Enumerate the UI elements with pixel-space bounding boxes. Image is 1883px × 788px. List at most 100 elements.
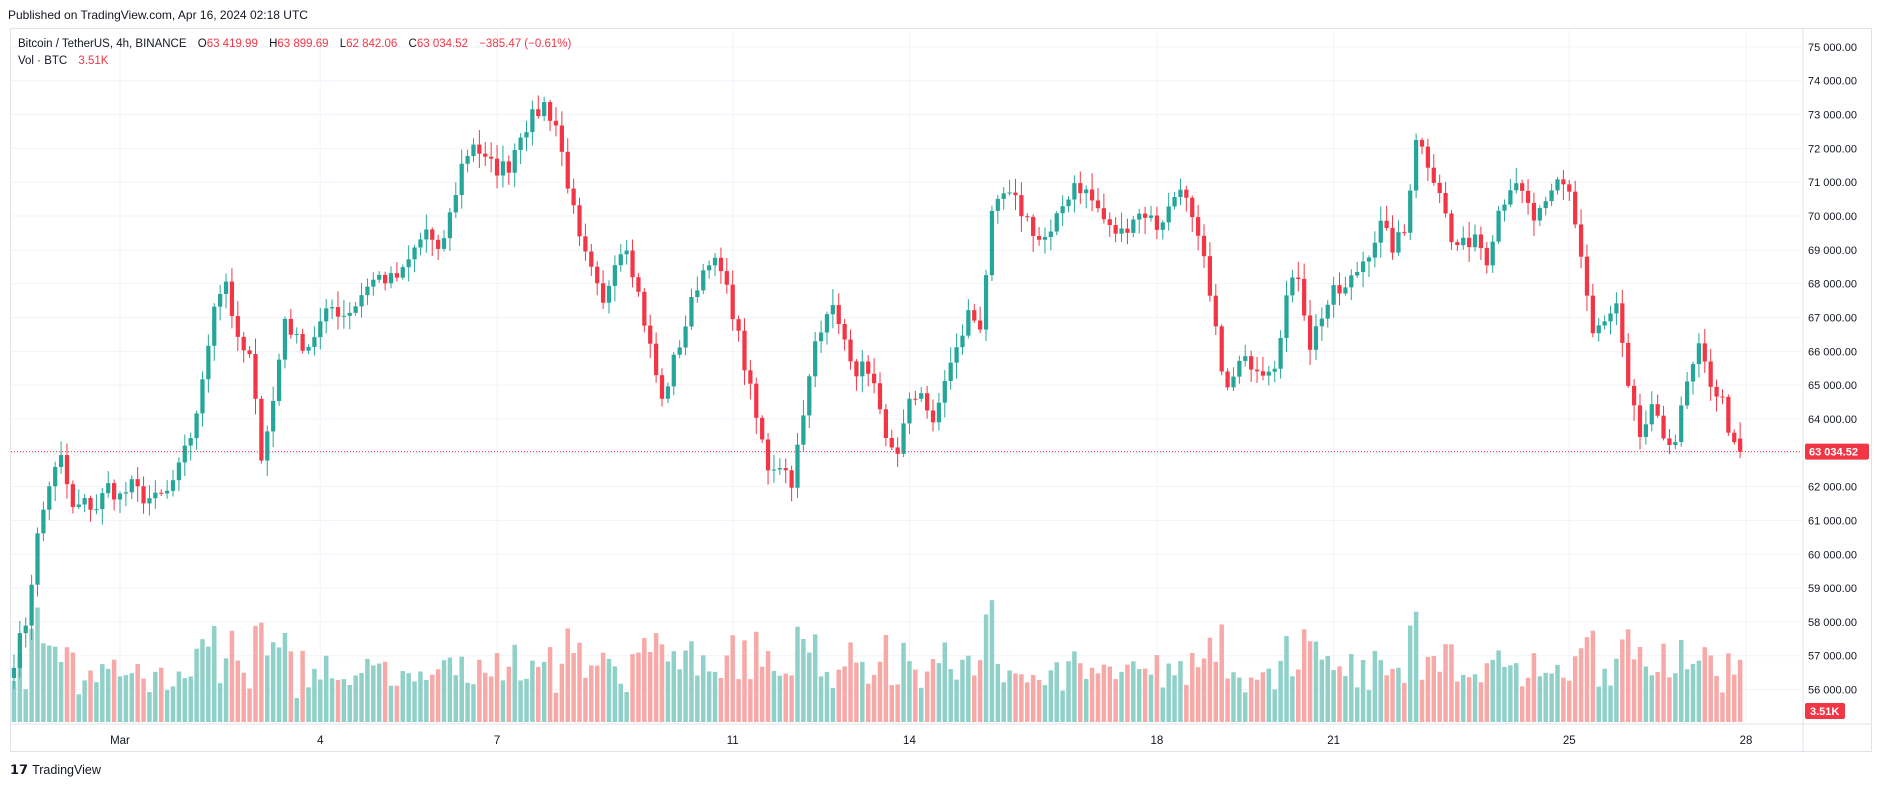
candle-body [966, 310, 971, 336]
volume-bar [1019, 674, 1024, 722]
candle-body [494, 158, 500, 176]
y-tick-label: 75 000.00 [1808, 42, 1857, 54]
candle-body [1036, 235, 1042, 240]
volume-bar [1301, 629, 1307, 722]
candle-body [783, 468, 788, 471]
candle-body [571, 188, 576, 206]
candle-body [436, 239, 441, 249]
candle-body [1408, 190, 1413, 233]
volume-bar [848, 642, 853, 722]
candle-body [1396, 232, 1401, 253]
candle-body [1684, 381, 1690, 406]
candle-body [777, 468, 782, 470]
volume-bar [76, 694, 81, 722]
volume-bar [100, 664, 105, 722]
volume-bar [253, 625, 258, 722]
volume-bar [1737, 659, 1743, 722]
volume-bar [1708, 655, 1713, 722]
candle-body [1484, 248, 1489, 266]
candle-body [1461, 237, 1466, 246]
volume-label[interactable]: Vol · BTC [18, 55, 68, 67]
x-tick-label: 11 [727, 735, 739, 747]
candle-body [1137, 213, 1142, 220]
candle-body [106, 483, 111, 494]
volume-bar [1514, 663, 1519, 722]
volume-bar [1060, 690, 1065, 722]
volume-bar [318, 679, 323, 722]
candle-body [82, 497, 87, 505]
candle-body [11, 667, 17, 679]
candle-body [212, 306, 217, 346]
volume-bar [229, 630, 235, 722]
volume-bar [530, 660, 535, 722]
volume-bar [1054, 662, 1059, 722]
candle-body [247, 350, 252, 355]
candle-body [824, 314, 830, 333]
volume-bar [1142, 668, 1148, 722]
candle-body [1537, 208, 1542, 221]
volume-bar [524, 678, 529, 722]
volume-bar [82, 680, 87, 722]
volume-bar [447, 657, 453, 722]
candle-body [1290, 277, 1295, 296]
volume-bar [1260, 672, 1266, 722]
volume-bar [547, 647, 553, 722]
candle-body [1107, 219, 1112, 226]
volume-bar [206, 646, 211, 722]
volume-bar [1184, 684, 1189, 722]
last-volume-label: 3.51K [1810, 706, 1839, 718]
candle-body [1708, 361, 1713, 387]
candle-body [606, 285, 612, 303]
candle-body [624, 250, 629, 255]
candle-body [665, 386, 671, 399]
volume-bar [1136, 669, 1142, 722]
footer-brand[interactable]: 𝟭𝟳 TradingView [10, 762, 101, 778]
close-label: C [408, 38, 417, 50]
volume-bar [1272, 689, 1277, 722]
candle-body [282, 318, 288, 360]
volume-bar [1083, 678, 1089, 722]
candle-body [1437, 182, 1442, 193]
volume-bar [518, 680, 523, 722]
volume-bar [1278, 660, 1283, 722]
candle-body [1679, 405, 1684, 443]
candle-body [288, 318, 293, 335]
volume-bar [1254, 679, 1260, 722]
candle-body [1254, 369, 1260, 372]
candle-body [1726, 396, 1731, 433]
volume-bar [1313, 641, 1319, 722]
volume-bar [1508, 665, 1513, 722]
candle-body [41, 509, 46, 534]
candle-body [1413, 139, 1419, 191]
volume-bar [1248, 677, 1254, 722]
candle-body [500, 161, 506, 176]
candle-body [453, 195, 458, 213]
volume-bar [400, 671, 406, 722]
volume-bar [1732, 674, 1737, 722]
candle-body [1667, 438, 1672, 445]
candle-body [1331, 285, 1336, 305]
volume-bar [1620, 639, 1625, 722]
candle-body [141, 486, 146, 504]
volume-bar [52, 646, 58, 722]
volume-bar [1643, 666, 1649, 722]
volume-bar [771, 670, 777, 722]
candle-body [1390, 227, 1395, 253]
candle-body [347, 312, 352, 316]
volume-bar [1578, 648, 1584, 722]
symbol-label[interactable]: Bitcoin / TetherUS, 4h, BINANCE [18, 38, 187, 50]
candle-body [388, 273, 394, 284]
candle-body [801, 415, 806, 445]
volume-bar [1472, 674, 1478, 722]
volume-bar [989, 600, 995, 722]
volume-bar [512, 644, 517, 722]
candle-body [23, 625, 28, 634]
candle-body [854, 361, 859, 377]
volume-bar [500, 680, 506, 722]
candle-body [1084, 189, 1089, 194]
candle-body [1355, 271, 1360, 276]
volume-bar [830, 687, 836, 722]
volume-bar [259, 622, 264, 722]
volume-bar [624, 691, 629, 722]
